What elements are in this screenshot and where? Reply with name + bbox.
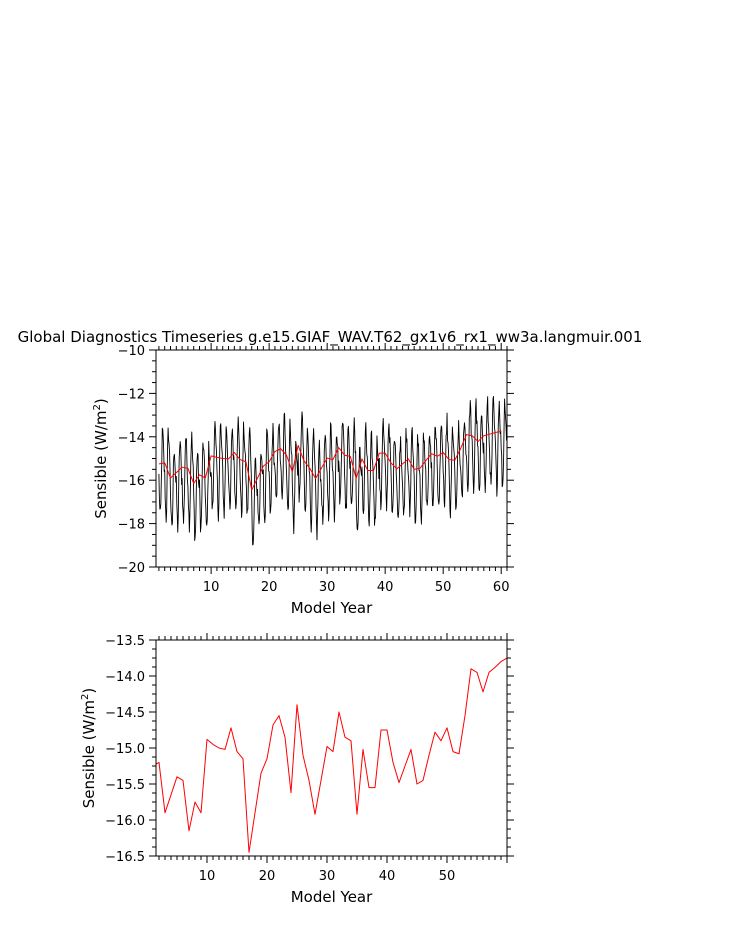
y-tick-label: −13.5 <box>105 634 145 649</box>
x-axis-label-top: Model Year <box>291 599 373 617</box>
x-tick-label: 50 <box>435 580 452 595</box>
y-axis-label-sup-top: 2 <box>92 404 103 410</box>
y-tick-label: −12 <box>118 387 145 402</box>
x-tick-label: 20 <box>261 580 278 595</box>
x-tick-label: 30 <box>319 869 336 884</box>
x-axis-label-bottom: Model Year <box>291 888 373 906</box>
x-tick-label: 40 <box>377 580 394 595</box>
chart-bottom: 10 20 30 40 50 −16.5 −16.0 −15.5 −15.0 −14.5 −14.… <box>80 633 514 906</box>
figure-title: Global Diagnostics Timeseries g.e15.GIAF… <box>18 328 643 347</box>
x-ticks-top: 10 20 30 40 50 60 <box>158 343 510 595</box>
x-tick-label: 10 <box>203 580 220 595</box>
y-tick-label: −20 <box>118 561 145 576</box>
plot-frame-top <box>155 349 508 568</box>
series-bottom <box>156 657 507 853</box>
y-axis-label-main-bottom: Sensible (W/m <box>80 700 98 808</box>
y-tick-label: −14.5 <box>105 706 145 721</box>
y-tick-label: −14.0 <box>105 670 145 685</box>
y-tick-label: −16.5 <box>105 850 145 865</box>
y-axis-label-main-top: Sensible (W/m <box>92 410 110 518</box>
y-axis-label-bottom: Sensible (W/m2) <box>80 688 98 809</box>
y-tick-label: −16 <box>118 474 145 489</box>
y-tick-label: −14 <box>118 431 145 446</box>
monthly-series-line-top <box>158 396 507 546</box>
x-tick-label: 40 <box>379 869 396 884</box>
y-tick-label: −10 <box>118 344 145 359</box>
y-tick-label: −15.5 <box>105 778 145 793</box>
x-tick-label: 20 <box>259 869 276 884</box>
chart-top: 10 20 30 40 50 60 −20 −18 −16 −14 −12 −10 Model Ye… <box>92 343 514 617</box>
y-tick-label: −16.0 <box>105 814 145 829</box>
x-tick-label: 30 <box>319 580 336 595</box>
y-axis-label-close-bottom: ) <box>80 688 98 694</box>
y-axis-label-top: Sensible (W/m2) <box>92 398 110 519</box>
plot-frame-bottom <box>155 639 508 857</box>
x-tick-label: 60 <box>493 580 510 595</box>
y-ticks-bottom: −16.5 −16.0 −15.5 −15.0 −14.5 −14.0 −13.5 <box>105 634 514 865</box>
y-tick-label: −18 <box>118 518 145 533</box>
y-tick-label: −15.0 <box>105 742 145 757</box>
x-tick-label: 10 <box>199 869 216 884</box>
y-axis-label-close-top: ) <box>92 398 110 404</box>
x-tick-label: 50 <box>439 869 456 884</box>
x-ticks-bottom: 10 20 30 40 50 <box>158 633 508 884</box>
annual-series-line-bottom <box>156 657 507 853</box>
annual-series-line-top <box>158 430 502 491</box>
y-axis-label-sup-bottom: 2 <box>80 694 91 700</box>
series-top <box>158 396 507 546</box>
y-ticks-top: −20 −18 −16 −14 −12 −10 <box>118 344 514 576</box>
